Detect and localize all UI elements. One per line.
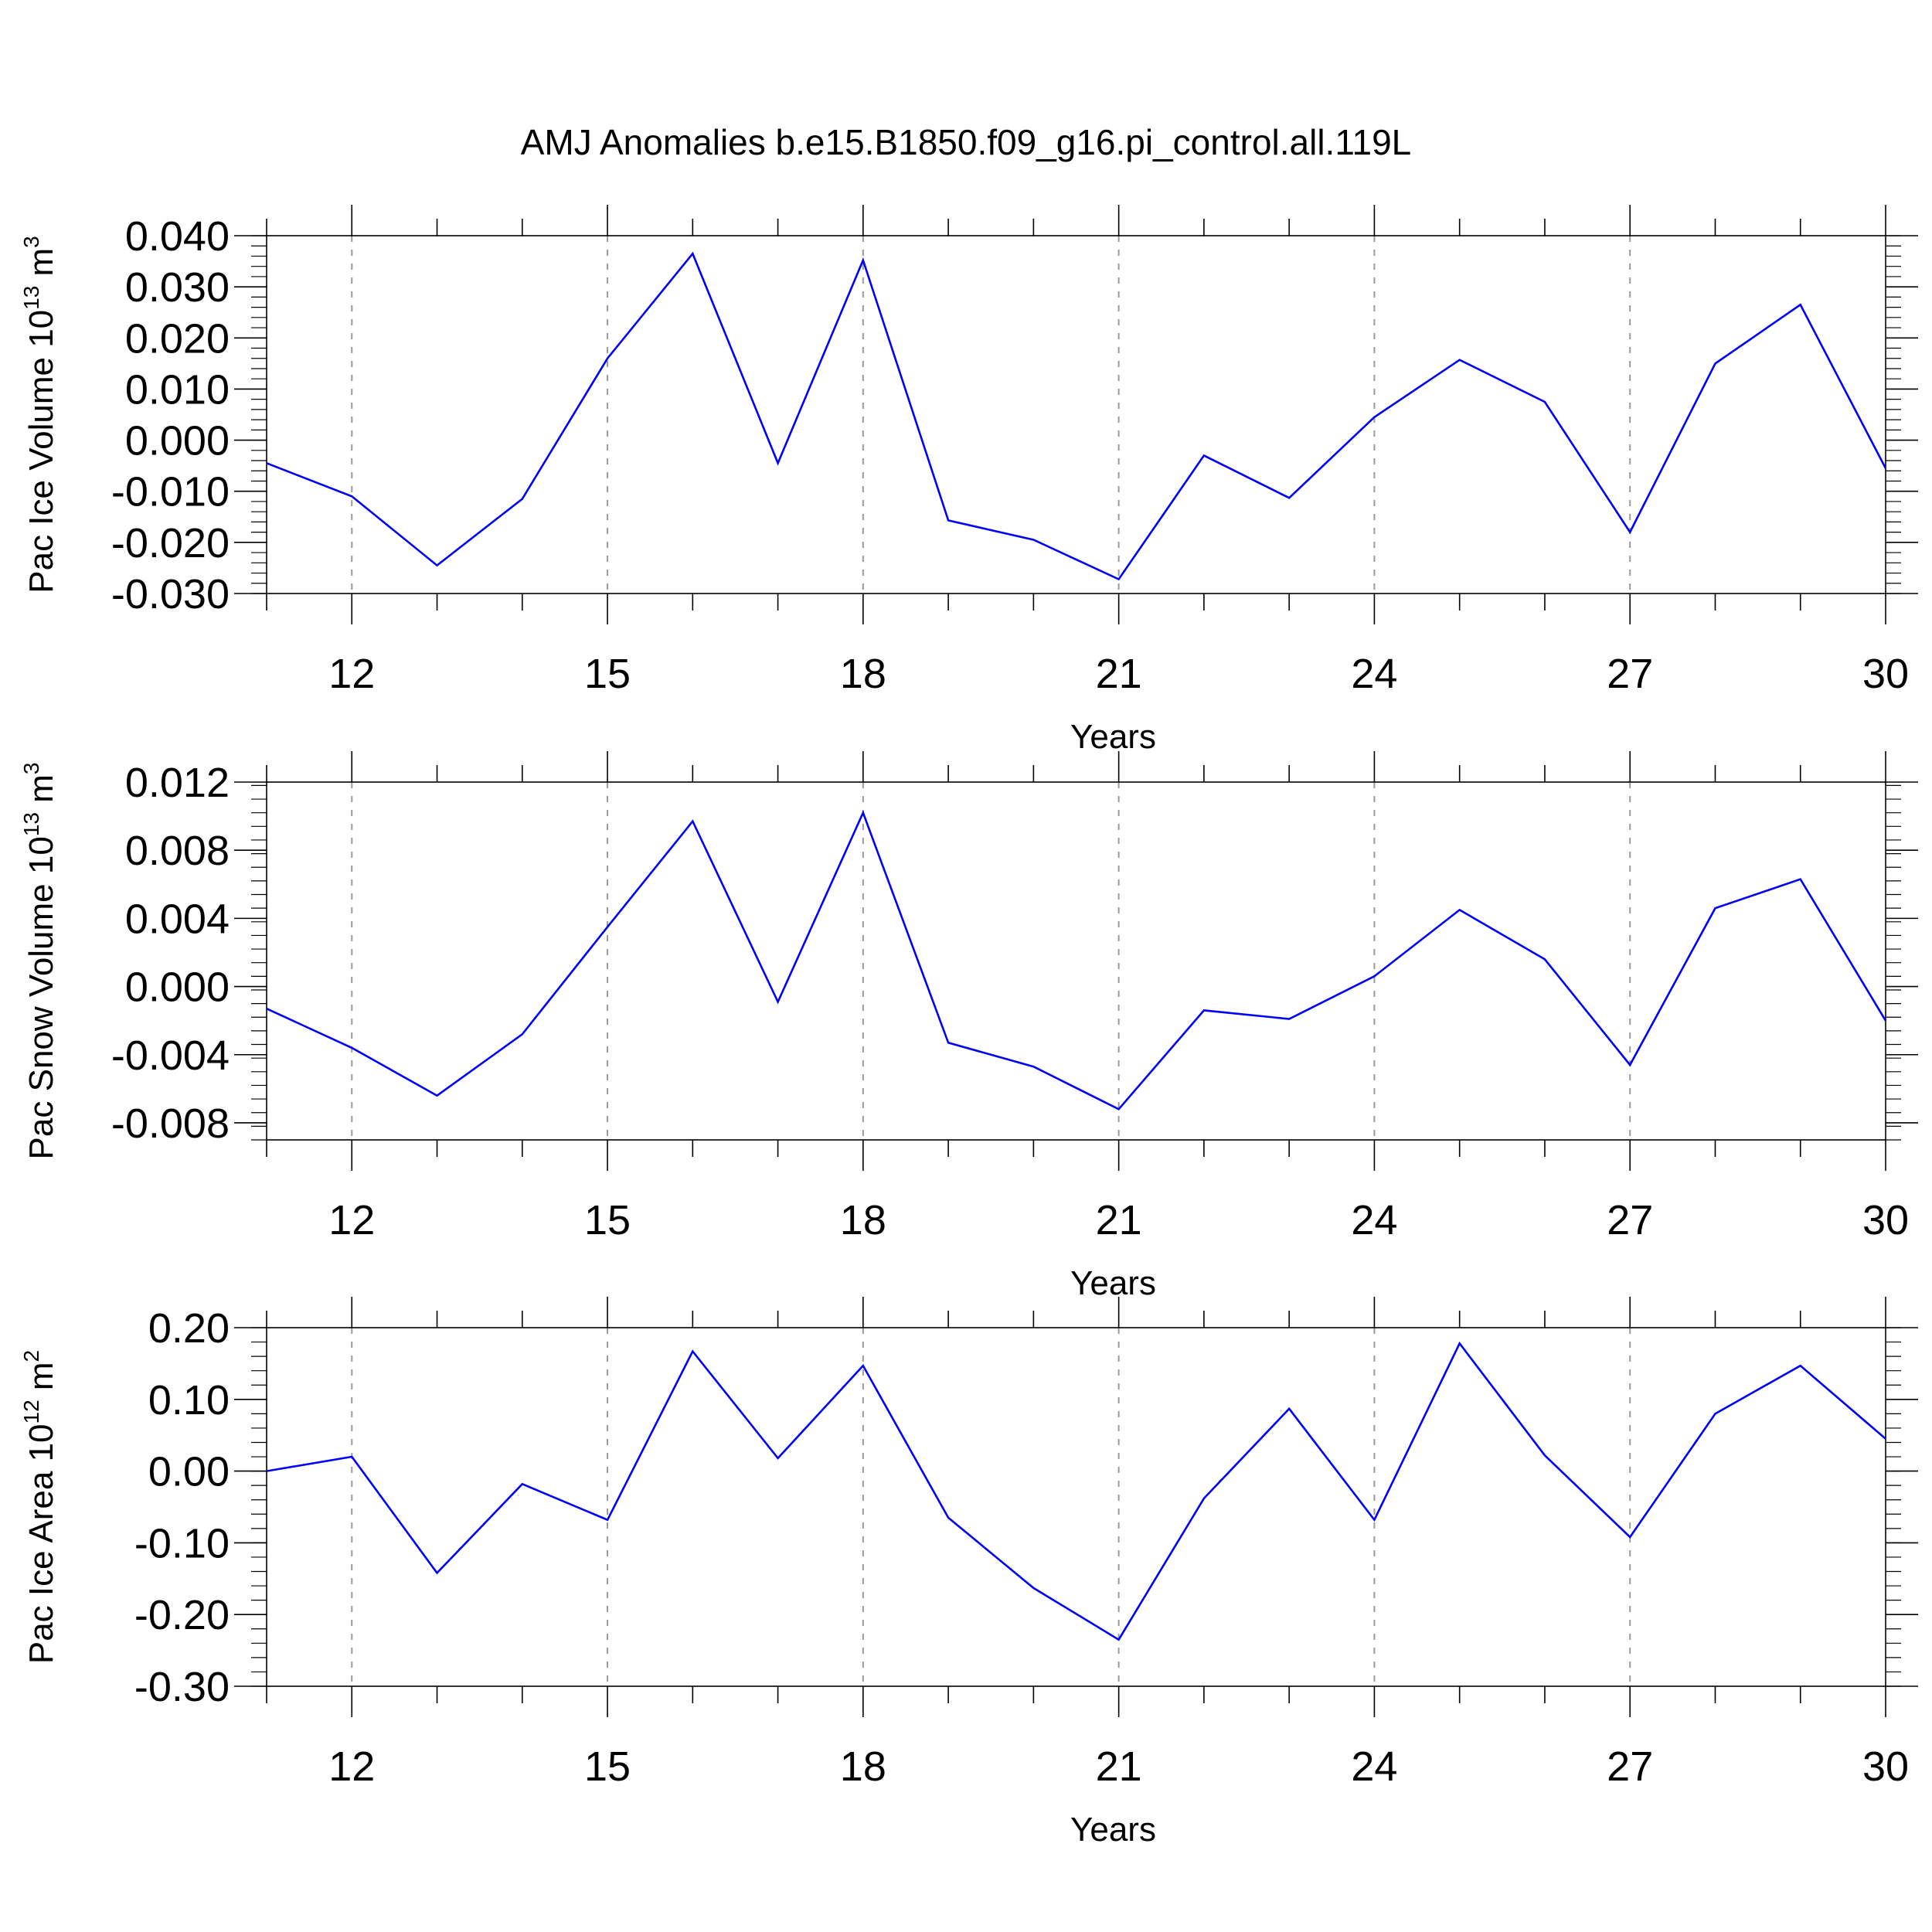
x-tick-label: 21 [1096, 651, 1142, 697]
y-tick-label: -0.020 [111, 520, 230, 566]
x-tick-label: 15 [584, 1197, 631, 1243]
x-axis-label: Years [1070, 718, 1156, 756]
y-tick-label: 0.004 [125, 896, 230, 942]
x-tick-label: 12 [328, 651, 375, 697]
y-tick-label: 0.008 [125, 828, 230, 874]
x-tick-label: 12 [328, 1197, 375, 1243]
x-axis-label: Years [1070, 1264, 1156, 1302]
figure-title: AMJ Anomalies b.e15.B1850.f09_g16.pi_con… [521, 122, 1412, 162]
series-line [266, 810, 1887, 1111]
y-axis-label-exponent: 13 [19, 286, 43, 310]
x-tick-label: 24 [1351, 1743, 1397, 1790]
x-tick-label: 27 [1607, 1743, 1653, 1790]
y-axis-label-exponent: 13 [19, 812, 43, 836]
y-tick-label: 0.030 [125, 264, 230, 311]
y-tick-label: 0.00 [148, 1449, 230, 1495]
x-tick-label: 18 [840, 1743, 886, 1790]
y-axis-label-text: Pac Snow Volume 10 [22, 836, 60, 1159]
plot-frame [266, 781, 1886, 1141]
y-axis-label-exponent: 12 [19, 1400, 43, 1423]
panels: 12 15 18 21 24 27 30 -0.030 -0.020 -0.010 0.000 0.0… [19, 205, 1918, 1849]
y-tick-label: -0.10 [134, 1520, 230, 1566]
y-axis-label-unit-exponent: 2 [19, 1350, 43, 1362]
y-axis-label-unit-exponent: 3 [19, 763, 43, 775]
y-tick-label: -0.004 [111, 1032, 230, 1079]
y-axis-label-text: Pac Ice Volume 10 [22, 310, 60, 594]
x-tick-label: 21 [1096, 1743, 1142, 1790]
x-tick-label: 27 [1607, 1197, 1653, 1243]
y-axis-label-unit: m [22, 774, 60, 812]
plot-frame [266, 1327, 1886, 1687]
x-tick-label: 15 [584, 1743, 631, 1790]
x-tick-label: 24 [1351, 1197, 1397, 1243]
y-tick-label: 0.040 [125, 213, 230, 260]
y-axis-label-text: Pac Ice Area 10 [22, 1423, 60, 1664]
y-tick-label: -0.30 [134, 1664, 230, 1710]
y-tick-label: -0.20 [134, 1592, 230, 1638]
y-tick-label: -0.030 [111, 571, 230, 617]
plot-frame [266, 235, 1886, 594]
y-tick-label: 0.000 [125, 964, 230, 1011]
panel-3: 12 15 18 21 24 27 30 -0.30 -0.20 -0.10 0.00 0.10 0.2… [19, 1297, 1918, 1849]
y-axis-label: Pac Snow Volume 1013 m3 [19, 763, 60, 1160]
x-tick-label: 27 [1607, 651, 1653, 697]
series-line [266, 251, 1887, 581]
series-line [266, 1341, 1886, 1641]
x-tick-label: 18 [840, 1197, 886, 1243]
x-tick-label: 21 [1096, 1197, 1142, 1243]
y-tick-label: -0.010 [111, 469, 230, 515]
y-tick-label: 0.012 [125, 760, 230, 806]
y-axis-label: Pac Ice Volume 1013 m3 [19, 236, 60, 594]
y-tick-label: 0.10 [148, 1377, 230, 1423]
y-axis-label-unit: m [22, 248, 60, 286]
y-tick-label: 0.010 [125, 366, 230, 413]
x-axis-label: Years [1070, 1811, 1156, 1849]
y-tick-label: -0.008 [111, 1100, 230, 1147]
y-tick-label: 0.20 [148, 1305, 230, 1352]
y-axis-label: Pac Ice Area 1012 m2 [19, 1350, 60, 1664]
x-tick-label: 30 [1862, 651, 1909, 697]
y-axis-label-unit-exponent: 3 [19, 236, 43, 248]
x-tick-label: 18 [840, 651, 886, 697]
y-tick-label: 0.000 [125, 418, 230, 464]
x-tick-label: 30 [1862, 1743, 1909, 1790]
y-axis-label-unit: m [22, 1362, 60, 1400]
x-tick-label: 12 [328, 1743, 375, 1790]
panel-1: 12 15 18 21 24 27 30 -0.030 -0.020 -0.010 0.000 0.0… [19, 205, 1918, 756]
x-tick-label: 24 [1351, 651, 1397, 697]
panel-2: 12 15 18 21 24 27 30 -0.008 -0.004 0.000 0.004 0.00… [19, 751, 1918, 1302]
x-tick-label: 15 [584, 651, 631, 697]
y-tick-label: 0.020 [125, 315, 230, 362]
x-tick-label: 30 [1862, 1197, 1909, 1243]
